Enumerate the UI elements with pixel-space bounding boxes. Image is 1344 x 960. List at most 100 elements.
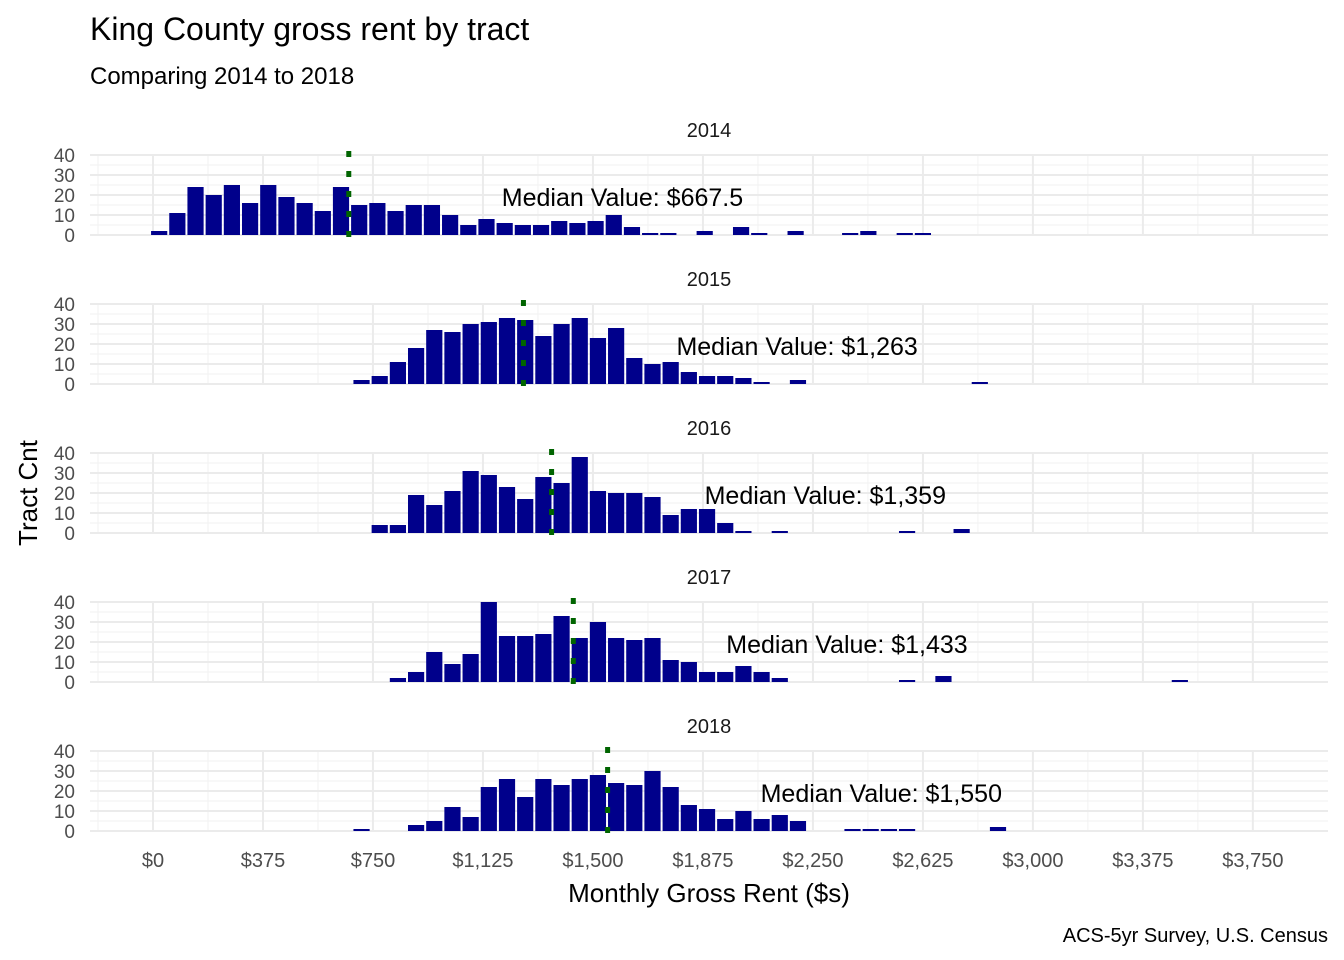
y-tick-label: 0 [64, 226, 75, 247]
y-tick-label: 10 [54, 355, 75, 376]
y-tick-label: 40 [54, 444, 75, 465]
histogram-bar [644, 771, 661, 831]
x-tick-label: $750 [351, 850, 396, 872]
y-tick-label: 10 [54, 802, 75, 823]
x-tick-label: $1,500 [562, 850, 623, 872]
y-tick-label: 10 [54, 206, 75, 227]
histogram-bar [662, 515, 679, 533]
histogram-bar [353, 829, 370, 831]
histogram-bar [442, 215, 459, 235]
histogram-bar [771, 678, 788, 682]
x-tick-label: $2,250 [782, 850, 843, 872]
histogram-bar [662, 362, 679, 384]
x-axis-title: Monthly Gross Rent ($s) [568, 878, 850, 908]
histogram-bar [407, 495, 425, 533]
histogram-bar [605, 215, 622, 235]
x-tick-label: $1,875 [672, 850, 733, 872]
y-tick-label: 30 [54, 613, 75, 634]
histogram-bar [369, 203, 386, 235]
histogram-bar [789, 380, 807, 384]
histogram-bar [717, 672, 734, 682]
facet-strip-label: 2014 [687, 120, 732, 142]
histogram-bar [971, 382, 988, 384]
histogram-bar [571, 779, 588, 831]
histogram-bar [407, 348, 425, 384]
histogram-bar [498, 779, 516, 831]
y-tick-label: 10 [54, 504, 75, 525]
y-tick-label: 20 [54, 633, 75, 654]
histogram-bar [517, 636, 534, 682]
histogram-bar [462, 324, 479, 384]
histogram-bar [680, 805, 697, 831]
histogram-bar [717, 523, 734, 533]
histogram-bar [644, 364, 661, 384]
histogram-bar [589, 622, 607, 682]
histogram-bar [735, 666, 752, 682]
histogram-bar [551, 221, 568, 235]
histogram-bar [787, 231, 804, 235]
x-tick-label: $3,375 [1112, 850, 1173, 872]
histogram-bar [732, 227, 750, 235]
histogram-bar [205, 195, 222, 235]
x-tick-label: $1,125 [452, 850, 513, 872]
histogram-bar [462, 654, 479, 682]
histogram-bar [389, 362, 406, 384]
histogram-bar [532, 225, 550, 235]
histogram-bar [660, 233, 677, 235]
histogram-bar [223, 185, 240, 235]
histogram-bar [953, 529, 970, 533]
histogram-bar [698, 809, 716, 831]
histogram-bar [589, 775, 607, 831]
y-tick-label: 40 [54, 295, 75, 316]
histogram-bar [642, 233, 659, 235]
histogram-bar [371, 376, 388, 384]
y-tick-label: 30 [54, 464, 75, 485]
histogram-bar [680, 509, 697, 533]
facet-strip-label: 2015 [687, 269, 732, 291]
histogram-bar [151, 231, 168, 235]
chart-caption: ACS-5yr Survey, U.S. Census [1063, 925, 1328, 947]
y-tick-label: 0 [64, 375, 75, 396]
y-tick-label: 40 [54, 146, 75, 167]
histogram-bar [426, 821, 443, 831]
x-tick-label: $0 [142, 850, 164, 872]
x-axis: $0 $375 $750 $1,125 $1,500 $1,875 $2,250 $2,625… [142, 850, 1284, 872]
histogram-bar [187, 187, 204, 235]
histogram-bar [644, 497, 661, 533]
histogram-bar [842, 233, 859, 235]
histogram-bar [480, 475, 497, 533]
facet-strip-label: 2017 [687, 567, 732, 589]
histogram-bar [896, 233, 913, 235]
histogram-bar [589, 338, 607, 384]
histogram-bar [407, 825, 425, 831]
histogram-bar [935, 676, 952, 682]
histogram-bar [405, 205, 422, 235]
histogram-bar [608, 783, 625, 831]
histogram-bar [914, 233, 932, 235]
histogram-bar [444, 491, 461, 533]
histogram-bar [314, 211, 331, 235]
histogram-bar [662, 660, 679, 682]
histogram-bar [462, 471, 479, 533]
y-axis-title: Tract Cnt [13, 439, 43, 546]
histogram-bar [696, 231, 713, 235]
histogram-bar [626, 358, 643, 384]
y-tick-label: 40 [54, 593, 75, 614]
histogram-bar [626, 640, 643, 682]
y-tick-label: 20 [54, 335, 75, 356]
histogram-bar [789, 821, 807, 831]
histogram-bar [351, 205, 368, 235]
x-tick-label: $3,750 [1222, 850, 1283, 872]
histogram-bar [514, 225, 531, 235]
y-tick-label: 0 [64, 673, 75, 694]
x-tick-label: $375 [241, 850, 286, 872]
histogram-bar [644, 638, 661, 682]
histogram-bar [717, 376, 734, 384]
histogram-bar [498, 487, 516, 533]
histogram-bar [608, 638, 625, 682]
histogram-bar [989, 827, 1007, 831]
histogram-bar [680, 372, 697, 384]
histogram-bar [535, 634, 552, 682]
histogram-bar [498, 636, 516, 682]
